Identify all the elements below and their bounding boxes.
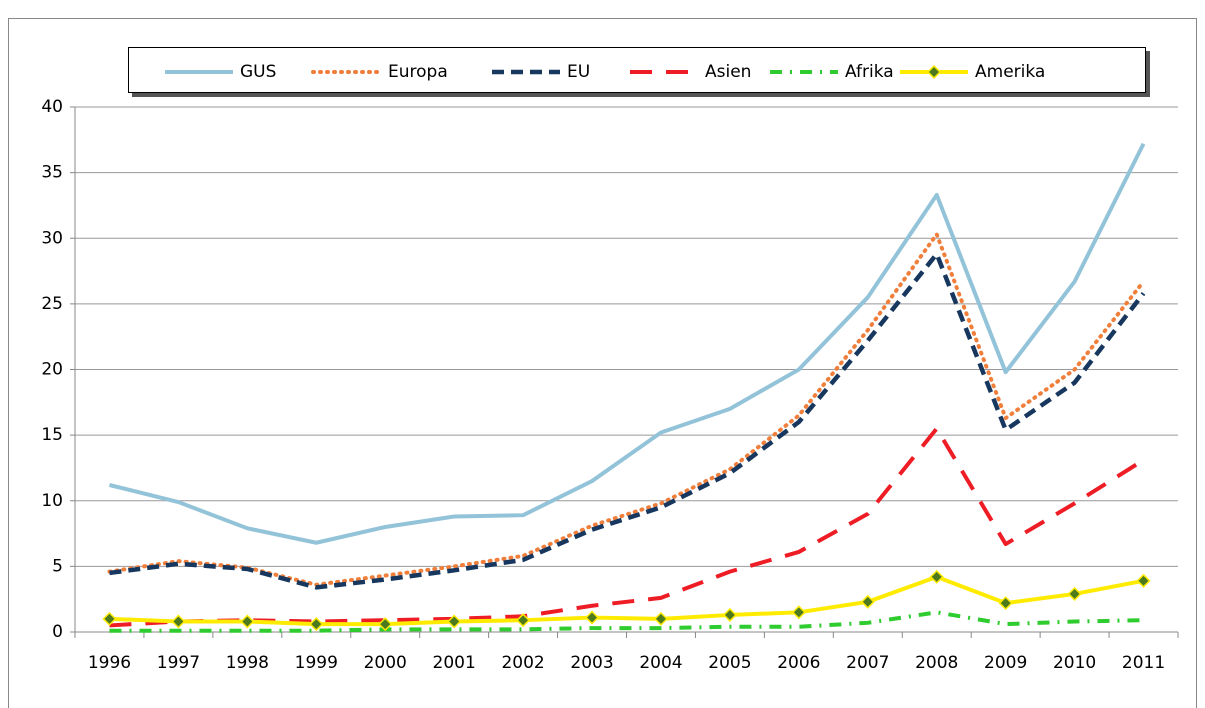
y-tick-label: 20	[41, 360, 63, 380]
series-line	[108, 142, 1146, 545]
legend-marker	[926, 64, 942, 80]
x-tick-label: 2001	[433, 653, 476, 673]
legend-label: Asien	[705, 62, 751, 82]
marker	[929, 569, 944, 584]
x-tick-label: 1999	[295, 653, 338, 673]
x-tick-label: 2005	[708, 653, 751, 673]
marker	[309, 617, 324, 632]
x-tick-label: 2006	[777, 653, 820, 673]
series-line	[109, 610, 1144, 633]
x-tick-label: 2007	[846, 653, 889, 673]
marker	[1067, 586, 1082, 601]
marker	[998, 596, 1013, 611]
series-line	[109, 426, 1145, 628]
x-tick-label: 2008	[915, 653, 958, 673]
y-tick-label: 30	[41, 228, 63, 248]
y-tick-label: 35	[41, 163, 63, 183]
x-tick-label: 2004	[639, 653, 682, 673]
y-tick-label: 0	[52, 622, 63, 642]
marker	[171, 614, 186, 629]
chart-frame	[8, 18, 1197, 708]
marker	[860, 594, 875, 609]
y-tick-label: 40	[41, 97, 63, 117]
x-tick-label: 2010	[1053, 653, 1096, 673]
marker	[722, 607, 737, 622]
x-tick-label: 1997	[157, 653, 200, 673]
x-tick-label: 2002	[501, 653, 544, 673]
legend-label: EU	[567, 62, 590, 82]
y-tick-label: 25	[41, 294, 63, 314]
x-tick-label: 1996	[88, 653, 131, 673]
y-tick-label: 15	[41, 425, 63, 445]
marker	[584, 610, 600, 625]
series-line	[109, 251, 1146, 590]
marker	[447, 614, 462, 629]
marker	[1136, 573, 1151, 588]
x-tick-label: 1998	[226, 653, 269, 673]
marker	[102, 611, 117, 626]
marker	[791, 605, 806, 620]
marker	[653, 611, 669, 626]
x-tick-label: 2003	[570, 653, 613, 673]
y-tick-label: 5	[52, 556, 63, 576]
legend-label: Afrika	[845, 62, 894, 82]
x-tick-label: 2000	[364, 653, 407, 673]
marker	[240, 614, 255, 629]
legend-label: GUS	[240, 62, 276, 82]
x-tick-label: 2011	[1122, 653, 1165, 673]
legend-label: Amerika	[975, 62, 1045, 82]
legend-label: Europa	[388, 62, 448, 82]
y-tick-label: 10	[41, 491, 63, 511]
series-line	[109, 574, 1144, 627]
marker	[516, 613, 531, 628]
x-tick-label: 2009	[984, 653, 1027, 673]
marker	[378, 617, 393, 632]
